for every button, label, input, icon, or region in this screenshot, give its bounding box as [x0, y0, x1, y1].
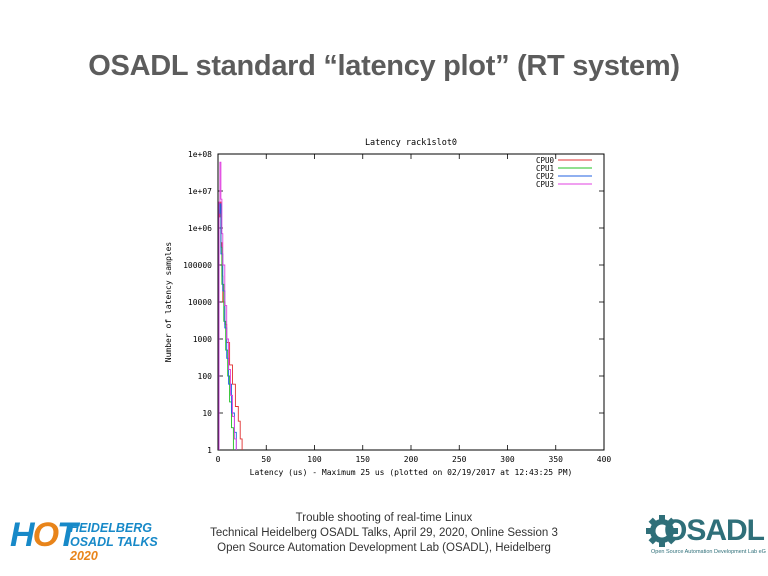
x-axis-label: Latency (us) - Maximum 25 us (plotted on…	[250, 468, 573, 477]
series-line-cpu2	[218, 203, 237, 450]
y-tick-label: 1000	[193, 335, 212, 344]
gear-icon	[646, 515, 678, 547]
hot-logo-year: 2020	[70, 549, 98, 563]
x-tick-label: 400	[597, 455, 612, 464]
hot-logo-talks: OSADL TALKS	[70, 535, 158, 549]
x-tick-label: 300	[500, 455, 515, 464]
y-tick-label: 1	[207, 446, 212, 455]
y-tick-label: 1e+07	[188, 187, 212, 196]
y-tick-label: 100000	[183, 261, 212, 270]
x-tick-label: 250	[452, 455, 467, 464]
x-tick-label: 150	[356, 455, 371, 464]
legend-label-cpu2: CPU2	[536, 172, 554, 181]
hot-letter-t: T	[57, 516, 78, 554]
legend-label-cpu1: CPU1	[536, 164, 554, 173]
slide-title: OSADL standard “latency plot” (RT system…	[88, 50, 680, 82]
series-line-cpu3	[218, 161, 237, 450]
y-tick-label: 10000	[188, 298, 212, 307]
hot-letter-o: O	[32, 516, 59, 554]
x-tick-label: 200	[404, 455, 419, 464]
x-tick-label: 50	[261, 455, 271, 464]
y-tick-label: 10	[202, 409, 212, 418]
footer-line-3: Open Source Automation Development Lab (…	[217, 542, 551, 554]
hot-logo-line2: OSADL TALKS 2020	[70, 535, 170, 563]
chart-title: Latency rack1slot0	[365, 138, 457, 148]
footer: Trouble shooting of real-time Linux Tech…	[0, 511, 768, 556]
x-tick-label: 0	[216, 455, 221, 464]
hot-logo: HOT HEIDELBERG OSADL TALKS 2020	[10, 516, 170, 563]
latency-chart: 1 10 100 1000 10000 100000 1e+06 1e+07 1e+08 0 50 1…	[164, 138, 612, 477]
footer-line-1: Trouble shooting of real-time Linux	[295, 512, 473, 524]
osadl-wordmark: OSADL	[664, 514, 765, 547]
x-tick-label: 100	[307, 455, 322, 464]
y-tick-label: 100	[198, 372, 213, 381]
hot-letter-h: H	[10, 516, 35, 554]
y-tick-label: 1e+08	[188, 150, 212, 159]
x-tick-label: 350	[549, 455, 564, 464]
legend-label-cpu0: CPU0	[536, 156, 555, 165]
osadl-logo: OSADL Open Source Automation Development…	[642, 512, 766, 562]
y-axis-label: Number of latency samples	[164, 242, 173, 363]
footer-line-2: Technical Heidelberg OSADL Talks, April …	[210, 527, 558, 539]
hot-logo-line1: HEIDELBERG	[70, 521, 152, 535]
hot-logo-letters: HOT	[10, 516, 78, 554]
y-tick-label: 1e+06	[188, 224, 212, 233]
plot-frame	[217, 153, 605, 451]
osadl-tagline: Open Source Automation Development Lab e…	[651, 549, 766, 555]
legend-label-cpu3: CPU3	[536, 180, 554, 189]
